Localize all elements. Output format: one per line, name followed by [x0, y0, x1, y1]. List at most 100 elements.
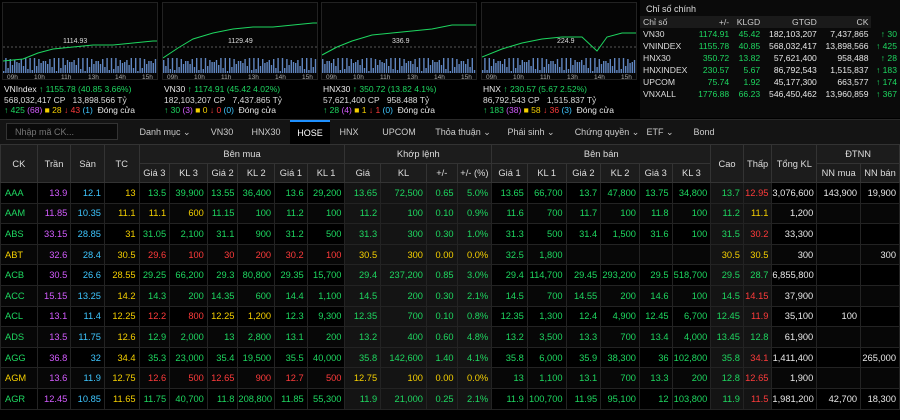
symbol[interactable]: ABT: [0, 243, 38, 266]
panel-row[interactable]: HNXINDEX 230.57 5.67 86,792,543 1,515,837 ↑ 1…: [640, 64, 900, 76]
index-breadth: ↑ 425 (68) ■ 28 ↓ 43 (1) Đóng cửa: [4, 105, 135, 115]
match-cell: 29.4: [344, 264, 382, 286]
subcol-header[interactable]: Giá 1: [491, 163, 528, 183]
col-tran[interactable]: Trần: [36, 144, 72, 183]
col-ck[interactable]: CK: [0, 144, 38, 183]
tab-4[interactable]: HNX: [339, 127, 359, 137]
stock-row[interactable]: AAM 11.85 10.35 11.1 11.1 600 11.15 100 11.2 100 1…: [0, 202, 900, 225]
high-low-cell: 28.7: [742, 264, 773, 286]
symbol[interactable]: AGG: [0, 346, 38, 369]
volume-cell: 100: [306, 243, 346, 266]
tab-7[interactable]: Phái sinh ⌄: [507, 127, 555, 137]
price-cell: 35.9: [565, 346, 602, 369]
price-cell: 12.3: [274, 305, 308, 328]
symbol[interactable]: ACC: [0, 284, 38, 307]
panel-cell: UPCOM: [643, 77, 675, 87]
panel-row[interactable]: VNINDEX 1155.78 40.85 568,032,417 13,898,566…: [640, 40, 900, 52]
match-cell: 0.0%: [456, 367, 493, 389]
stock-row[interactable]: AGM 13.6 11.9 12.75 12.6 500 12.65 900 12.7 500 12…: [0, 367, 900, 389]
panel-row[interactable]: UPCOM 75.74 1.92 45,177,300 663,577 ↑ 174: [640, 76, 900, 88]
panel-cell: ↑ 30: [880, 29, 897, 39]
price-cell: 29.35: [274, 264, 308, 286]
price-cell: 12.45: [638, 305, 673, 328]
subcol-header[interactable]: KL 1: [526, 163, 567, 183]
time-tick: 13h: [407, 74, 418, 80]
tab-10[interactable]: Bond: [693, 127, 715, 137]
symbol[interactable]: ADS: [0, 326, 38, 348]
col-tong[interactable]: Tổng KL: [771, 144, 818, 183]
symbol[interactable]: AGM: [0, 367, 38, 389]
subcol-header[interactable]: KL: [380, 163, 427, 183]
tab-0[interactable]: Danh mục ⌄: [139, 127, 191, 137]
subcol-header[interactable]: +/- (%): [456, 163, 493, 183]
subcol-header[interactable]: KL 3: [169, 163, 208, 183]
volume-cell: 1,100: [526, 367, 567, 389]
index-card-vnindex[interactable]: 1114.93 09h 10h 11h 13h 14h 15h VNIndex ↑ 115…: [2, 2, 158, 116]
subcol-header[interactable]: Giá 2: [206, 163, 239, 183]
price-cell: 29.45: [565, 264, 602, 286]
high-low-cell: 31.5: [710, 223, 744, 245]
tab-8[interactable]: Chứng quyền ⌄: [574, 127, 640, 137]
subcol-header[interactable]: Giá 3: [638, 163, 673, 183]
volume-cell: [671, 243, 712, 266]
stock-row[interactable]: ABT 32.6 28.4 30.5 29.6 100 30 200 30.2 100 30.5 30…: [0, 243, 900, 266]
tab-2[interactable]: HNX30: [251, 127, 281, 137]
total-cell: [860, 223, 900, 245]
ceiling-price: 12.45: [36, 387, 72, 410]
session-status: Đóng cửa: [97, 105, 135, 115]
price-cell: 12.4: [565, 305, 602, 328]
subcol-header[interactable]: KL 2: [600, 163, 640, 183]
index-card-hnx[interactable]: 224.9 09h 10h 11h 13h 14h 15h HNX ↑ 230.57 (5…: [481, 2, 637, 116]
subcol-header[interactable]: KL 1: [306, 163, 346, 183]
subcol-header[interactable]: NN bán: [860, 163, 900, 183]
subcol-header[interactable]: Giá 1: [274, 163, 308, 183]
symbol[interactable]: AAM: [0, 202, 38, 225]
subcol-header[interactable]: NN mua: [816, 163, 862, 183]
volume-cell: 100: [671, 284, 712, 307]
col-san[interactable]: Sàn: [70, 144, 105, 183]
subcol-header[interactable]: KL 2: [237, 163, 276, 183]
subcol-header[interactable]: KL 3: [671, 163, 712, 183]
total-cell: 33,300: [771, 223, 818, 245]
subcol-header[interactable]: +/-: [425, 163, 458, 183]
symbol[interactable]: AAA: [0, 182, 38, 204]
panel-row[interactable]: VNXALL 1776.88 66.23 546,450,462 13,960,859 ↑…: [640, 88, 900, 100]
tab-6[interactable]: Thỏa thuận ⌄: [435, 127, 491, 137]
search-input[interactable]: [6, 123, 118, 140]
panel-cell: ↑ 183: [875, 65, 897, 75]
tab-3[interactable]: HOSE: [290, 120, 330, 144]
stock-row[interactable]: AGR 12.45 10.85 11.65 11.75 40,700 11.8 208,800…: [0, 387, 900, 410]
subcol-header[interactable]: Giá 2: [565, 163, 602, 183]
index-value-line: VNIndex ↑ 1155.78 (40.85 3.66%): [4, 84, 131, 94]
symbol[interactable]: ACB: [0, 264, 38, 286]
ceiling-price: 13.9: [36, 182, 72, 204]
stock-row[interactable]: ACB 30.5 26.6 28.55 29.25 66,200 29.3 80,800 29.…: [0, 264, 900, 286]
stock-row[interactable]: ACL 13.1 11.4 12.25 12.2 800 12.25 1,200 12.3 9,3…: [0, 305, 900, 328]
symbol[interactable]: ACL: [0, 305, 38, 328]
stock-row[interactable]: AAA 13.9 12.1 13 13.5 39,900 13.55 36,400 13.6 29…: [0, 182, 900, 204]
stock-row[interactable]: ACC 15.15 13.25 14.2 14.3 200 14.35 600 14.4 1,10…: [0, 284, 900, 307]
symbol[interactable]: AGR: [0, 387, 38, 410]
panel-row[interactable]: VN30 1174.91 45.42 182,103,207 7,437,865 ↑ 30: [640, 28, 900, 40]
col-tc[interactable]: TC: [103, 144, 140, 183]
tab-9[interactable]: ETF ⌄: [646, 127, 674, 137]
match-cell: 12.75: [344, 367, 382, 389]
volume-cell: 2,100: [169, 223, 208, 245]
index-card-vn30[interactable]: 1129.49 09h 10h 11h 13h 14h 15h VN30 ↑ 1174.9…: [162, 2, 318, 116]
subcol-header[interactable]: Giá 3: [138, 163, 171, 183]
col-cao[interactable]: Cao: [710, 144, 744, 183]
subcol-header[interactable]: Giá: [344, 163, 382, 183]
index-card-hnx30[interactable]: 336.9 09h 10h 11h 13h 14h 15h HNX30 ↑ 350.72 …: [321, 2, 477, 116]
symbol[interactable]: ABS: [0, 223, 38, 245]
index-amount: 1,515.837 Tỷ: [546, 95, 597, 105]
col-thap[interactable]: Thấp: [742, 144, 773, 183]
stock-row[interactable]: ADS 13.5 11.75 12.6 12.9 2,000 13 2,800 13.1 200 1…: [0, 326, 900, 348]
volume-cell: 40,700: [169, 387, 208, 410]
price-cell: 32.5: [491, 243, 528, 266]
tab-1[interactable]: VN30: [210, 127, 234, 137]
stock-row[interactable]: ABS 33.15 28.85 31 31.05 2,100 31.1 900 31.2 500 3…: [0, 223, 900, 245]
panel-row[interactable]: HNX30 350.72 13.82 57,621,400 958,488 ↑ 28: [640, 52, 900, 64]
stock-row[interactable]: AGG 36.8 32 34.4 35.3 23,000 35.4 19,500 35.5 40,…: [0, 346, 900, 369]
tab-5[interactable]: UPCOM: [382, 127, 416, 137]
time-tick: 11h: [61, 74, 72, 80]
